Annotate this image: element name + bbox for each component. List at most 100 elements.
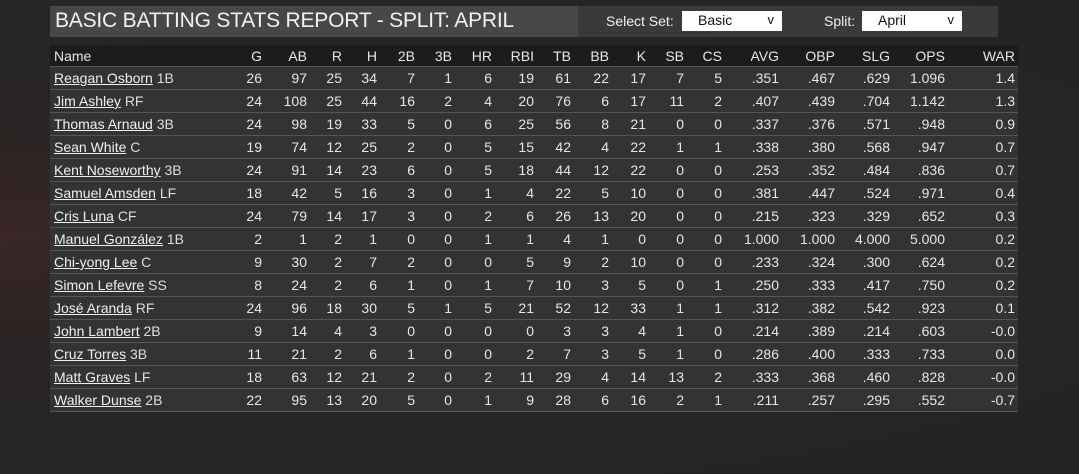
player-name-link[interactable]: Reagan Osborn xyxy=(54,70,153,86)
stat-hr: 6 xyxy=(484,116,492,132)
stat-hr: 6 xyxy=(484,70,492,86)
stat-obp: .447 xyxy=(807,185,835,201)
stat-slg: .214 xyxy=(862,323,890,339)
player-name-link[interactable]: Jim Ashley xyxy=(54,93,121,109)
player-name-link[interactable]: Cris Luna xyxy=(54,208,114,224)
stat-ops: .652 xyxy=(917,208,945,224)
stat-bb: 22 xyxy=(593,70,609,86)
column-header-hr[interactable]: HR xyxy=(471,48,492,64)
player-name-link[interactable]: José Aranda xyxy=(54,300,132,316)
stat-r: 25 xyxy=(326,93,342,109)
stat-bb: 8 xyxy=(601,116,609,132)
stat-sb: 0 xyxy=(676,162,684,178)
report-title-bar: BASIC BATTING STATS REPORT - SPLIT: APRI… xyxy=(50,6,578,37)
stat-ab: 74 xyxy=(291,139,307,155)
stat-sb: 0 xyxy=(676,185,684,201)
stat-g: 19 xyxy=(246,139,262,155)
player-name-link[interactable]: Kent Noseworthy xyxy=(54,162,161,178)
stat-sb: 0 xyxy=(676,208,684,224)
column-header-obp[interactable]: OBP xyxy=(805,48,835,64)
stat-avg: 1.000 xyxy=(743,231,779,247)
column-header-bb[interactable]: BB xyxy=(590,48,609,64)
player-name-link[interactable]: Simon Lefevre xyxy=(54,277,145,293)
stat-bb: 5 xyxy=(601,185,609,201)
column-header-tb[interactable]: TB xyxy=(553,48,571,64)
column-header-ops[interactable]: OPS xyxy=(915,48,945,64)
stat-war: 0.2 xyxy=(995,231,1015,247)
stat-2b: 2 xyxy=(407,369,415,385)
stat-slg: 4.000 xyxy=(854,231,890,247)
player-position: 1B xyxy=(156,70,174,86)
column-header-ab[interactable]: AB xyxy=(288,48,307,64)
split-dropdown[interactable]: April v xyxy=(862,11,962,31)
stat-bb: 6 xyxy=(601,93,609,109)
stat-obp: .333 xyxy=(807,277,835,293)
column-header-avg[interactable]: AVG xyxy=(750,48,779,64)
column-header-g[interactable]: G xyxy=(251,48,262,64)
player-position: 3B xyxy=(164,162,182,178)
stat-ab: 14 xyxy=(291,323,307,339)
stat-h: 23 xyxy=(361,162,377,178)
player-name-link[interactable]: Matt Graves xyxy=(54,369,131,385)
stat-slg: .333 xyxy=(862,346,890,362)
stat-slg: .542 xyxy=(862,300,890,316)
player-cell: Chi-yong Lee C xyxy=(54,254,254,270)
player-name-link[interactable]: Walker Dunse xyxy=(54,392,142,408)
batting-stats-table: Name G AB R H 2B 3B HR RBI TB BB K SB CS AVG OBP SLG OPS W… xyxy=(50,45,1018,412)
column-header-2b[interactable]: 2B xyxy=(397,48,415,64)
stat-g: 24 xyxy=(246,93,262,109)
stat-sb: 0 xyxy=(676,277,684,293)
column-header-name[interactable]: Name xyxy=(54,48,92,64)
player-position: LF xyxy=(134,369,151,385)
stat-h: 6 xyxy=(369,277,377,293)
column-header-h[interactable]: H xyxy=(366,48,377,64)
stat-2b: 1 xyxy=(407,277,415,293)
player-position: 2B xyxy=(143,323,161,339)
stat-sb: 13 xyxy=(668,369,684,385)
stat-ab: 1 xyxy=(299,231,307,247)
stat-h: 1 xyxy=(369,231,377,247)
stat-3b: 0 xyxy=(444,369,452,385)
stat-bb: 13 xyxy=(593,208,609,224)
column-header-3b[interactable]: 3B xyxy=(434,48,452,64)
column-header-war[interactable]: WAR xyxy=(982,48,1015,64)
stat-r: 2 xyxy=(334,254,342,270)
column-header-cs[interactable]: CS xyxy=(702,48,722,64)
column-header-rbi[interactable]: RBI xyxy=(510,48,534,64)
player-name-link[interactable]: John Lambert xyxy=(54,323,140,339)
stat-bb: 1 xyxy=(601,231,609,247)
column-header-slg[interactable]: SLG xyxy=(861,48,890,64)
player-position: LF xyxy=(159,185,177,201)
player-name-link[interactable]: Sean White xyxy=(54,139,127,155)
stat-k: 10 xyxy=(630,254,646,270)
stat-hr: 0 xyxy=(484,323,492,339)
stat-obp: .389 xyxy=(807,323,835,339)
stat-avg: .337 xyxy=(751,116,779,132)
column-header-sb[interactable]: SB xyxy=(665,48,684,64)
column-header-k[interactable]: K xyxy=(636,48,646,64)
column-header-r[interactable]: R xyxy=(331,48,342,64)
stat-2b: 16 xyxy=(399,93,415,109)
player-name-link[interactable]: Manuel González xyxy=(54,231,163,247)
stat-ab: 95 xyxy=(291,392,307,408)
stat-bb: 3 xyxy=(601,277,609,293)
stat-war: 0.1 xyxy=(995,300,1015,316)
stat-k: 4 xyxy=(638,323,646,339)
player-name-link[interactable]: Chi-yong Lee xyxy=(54,254,138,270)
stat-ab: 96 xyxy=(291,300,307,316)
stat-rbi: 15 xyxy=(518,139,534,155)
stat-h: 17 xyxy=(361,208,377,224)
select-set-dropdown[interactable]: Basic v xyxy=(682,11,782,31)
player-name-link[interactable]: Thomas Arnaud xyxy=(54,116,153,132)
stat-sb: 1 xyxy=(676,139,684,155)
stat-slg: .704 xyxy=(862,93,890,109)
player-name-link[interactable]: Cruz Torres xyxy=(54,346,127,362)
stat-hr: 1 xyxy=(484,231,492,247)
player-position: RF xyxy=(124,93,144,109)
stat-hr: 5 xyxy=(484,139,492,155)
player-cell: Cris Luna CF xyxy=(54,208,254,224)
stat-bb: 3 xyxy=(601,346,609,362)
stat-2b: 5 xyxy=(407,300,415,316)
stat-ab: 91 xyxy=(291,162,307,178)
player-name-link[interactable]: Samuel Amsden xyxy=(54,185,156,201)
